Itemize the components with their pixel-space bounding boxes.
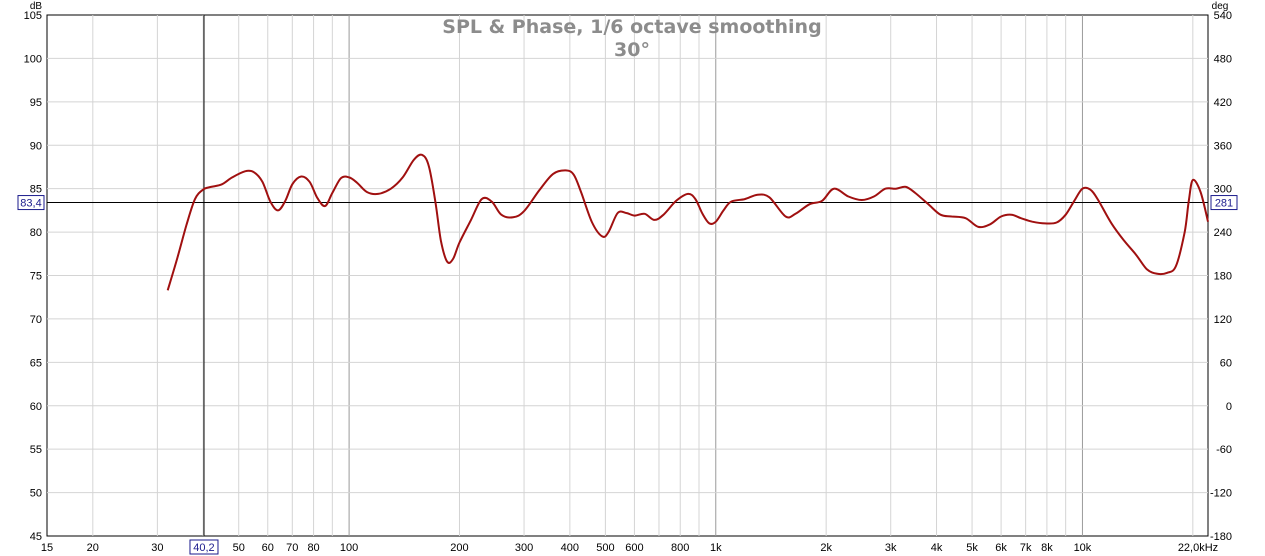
y-tick-label: 105: [24, 10, 42, 22]
y2-axis-ticks: 540 480 420 360 300 240 180 120 60 0 -60 -120 -180: [1210, 10, 1232, 543]
x-tick-label: 5k: [966, 542, 978, 554]
y-tick-label: 85: [30, 184, 42, 196]
x-tick-label: 15: [41, 542, 53, 554]
y-tick-label: 65: [30, 357, 42, 369]
y2-tick-label: 420: [1214, 97, 1232, 109]
x-axis-ticks: 15 20 30 50 60 70 80 100 200 300 400 500 600 800 1k 2k 3…: [41, 542, 1218, 554]
y-tick-label: 70: [30, 314, 42, 326]
x-tick-label: 50: [233, 542, 245, 554]
x-tick-label: 800: [671, 542, 689, 554]
grid-lines: [47, 15, 1208, 536]
y2-tick-label: 0: [1226, 401, 1232, 413]
x-tick-label: 60: [262, 542, 274, 554]
y-tick-label: 75: [30, 271, 42, 283]
x-tick-label: 300: [515, 542, 533, 554]
y2-tick-label: 360: [1214, 140, 1232, 152]
chart-subtitle: 30°: [614, 39, 650, 61]
x-tick-label: 200: [450, 542, 468, 554]
x-tick-label: 4k: [931, 542, 943, 554]
cursor-x-value: 40,2: [193, 542, 214, 554]
x-tick-label: 500: [596, 542, 614, 554]
x-tick-label: 7k: [1020, 542, 1032, 554]
x-tick-label: 8k: [1041, 542, 1053, 554]
y2-tick-label: 180: [1214, 271, 1232, 283]
y2-tick-label: 540: [1214, 10, 1232, 22]
x-tick-label: 10k: [1074, 542, 1092, 554]
y2-tick-label: 120: [1214, 314, 1232, 326]
x-tick-label: 1k: [710, 542, 722, 554]
y-tick-label: 95: [30, 97, 42, 109]
chart-title: SPL & Phase, 1/6 octave smoothing: [442, 16, 821, 38]
x-tick-label: 2k: [820, 542, 832, 554]
x-tick-label: 100: [340, 542, 358, 554]
y2-tick-label: 300: [1214, 184, 1232, 196]
y-tick-label: 55: [30, 444, 42, 456]
cursor-y-value: 83,4: [20, 198, 41, 210]
x-tick-label: 80: [307, 542, 319, 554]
x-tick-label: 20: [87, 542, 99, 554]
cursor-x-readout: 40,2: [189, 539, 219, 555]
x-tick-label: 6k: [995, 542, 1007, 554]
y2-tick-label: -60: [1216, 444, 1232, 456]
x-tick-label: 70: [286, 542, 298, 554]
y2-tick-label: -180: [1210, 531, 1232, 543]
y-tick-label: 50: [30, 488, 42, 500]
x-tick-label: 30: [151, 542, 163, 554]
x-tick-label: 22,0kHz: [1178, 542, 1218, 554]
x-tick-label: 600: [625, 542, 643, 554]
y2-tick-label: 60: [1220, 357, 1232, 369]
y2-tick-label: -120: [1210, 488, 1232, 500]
x-tick-label: 400: [561, 542, 579, 554]
cursor-y2-value: 281: [1215, 198, 1233, 210]
y-axis-ticks: 105 100 95 90 85 80 75 70 65 60 55 50 45: [24, 10, 42, 543]
y-tick-label: 60: [30, 401, 42, 413]
y-tick-label: 80: [30, 227, 42, 239]
y2-tick-label: 240: [1214, 227, 1232, 239]
y-tick-label: 45: [30, 531, 42, 543]
y-unit-label: dB: [30, 1, 43, 12]
y2-tick-label: 480: [1214, 53, 1232, 65]
y-tick-label: 100: [24, 53, 42, 65]
cursor-y2-readout: 281: [1210, 195, 1238, 211]
y-tick-label: 90: [30, 140, 42, 152]
spl-series-line: [166, 153, 1209, 291]
y2-unit-label: deg: [1212, 1, 1229, 12]
x-tick-label: 3k: [885, 542, 897, 554]
cursor-y-readout: 83,4: [17, 195, 45, 211]
